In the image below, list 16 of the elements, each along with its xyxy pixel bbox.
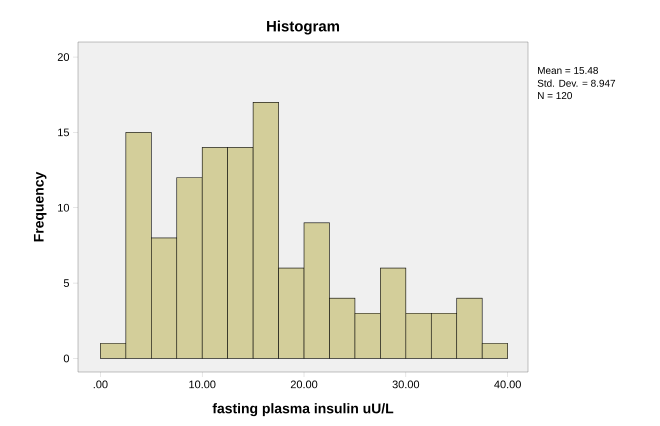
x-tick-label: .00 — [94, 380, 108, 388]
x-tick-label: 30.00 — [392, 380, 420, 388]
y-axis-title: Frequency — [34, 172, 46, 242]
text: N = 120 — [538, 92, 572, 100]
y-tick-label: 10 — [58, 204, 70, 212]
text: Mean = 15.48 — [538, 66, 598, 74]
y-tick-label: 15 — [58, 128, 70, 136]
x-tick-label: 10.00 — [189, 380, 216, 388]
y-tick-label: 20 — [58, 53, 70, 61]
x-tick-label: 20.00 — [290, 380, 318, 388]
x-axis-title: fasting plasma insulin uU/L — [212, 403, 394, 416]
y-tick-label: 5 — [64, 279, 70, 287]
text: Std. Dev. = 8.947 — [538, 79, 616, 87]
y-tick-label: 0 — [64, 354, 70, 362]
chart-title: Histogram — [267, 20, 340, 35]
x-tick-label: 40.00 — [494, 380, 521, 388]
